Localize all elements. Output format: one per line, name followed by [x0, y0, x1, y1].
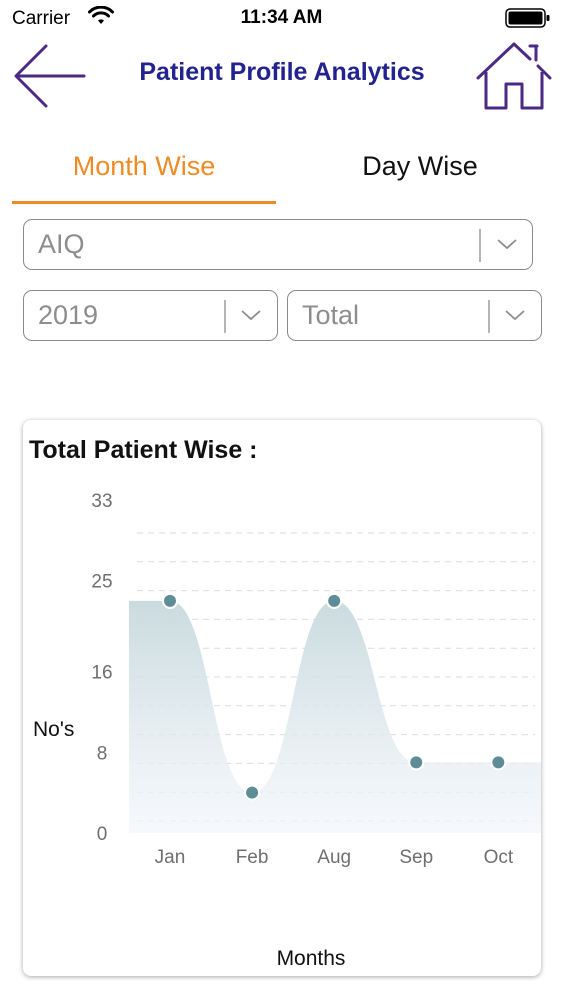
y-tick-label: 25	[91, 572, 112, 593]
select-divider	[488, 300, 490, 333]
x-tick-label: Oct	[484, 847, 514, 868]
metric-select[interactable]: AIQ	[23, 219, 533, 270]
data-point[interactable]	[408, 754, 425, 771]
type-select[interactable]: Total	[287, 290, 542, 341]
data-point[interactable]	[326, 592, 343, 609]
home-icon	[476, 42, 552, 110]
chevron-down-icon	[241, 310, 261, 321]
back-button[interactable]	[10, 40, 88, 112]
y-tick-label: 8	[97, 743, 108, 764]
arrow-left-icon	[14, 44, 86, 108]
chevron-down-icon	[497, 239, 517, 250]
chart-card: Total Patient Wise : 0 8 16 25 33 Jan Feb Aug S…	[23, 420, 541, 976]
x-tick-label: Feb	[236, 847, 269, 868]
data-point[interactable]	[490, 754, 507, 771]
x-tick-label: Aug	[317, 847, 351, 868]
x-tick-label: Sep	[399, 847, 433, 868]
x-axis-ticks: Jan Feb Aug Sep Oct	[155, 847, 514, 868]
page-title: Patient Profile Analytics	[139, 58, 425, 86]
select-divider	[479, 229, 481, 262]
tab-month-wise[interactable]: Month Wise	[72, 151, 216, 181]
tab-bar: Month Wise Day Wise	[0, 140, 563, 206]
year-select[interactable]: 2019	[23, 290, 278, 341]
y-tick-label: 0	[97, 824, 108, 845]
select-divider	[224, 300, 226, 333]
metric-select-value: AIQ	[38, 229, 85, 259]
data-point[interactable]	[244, 784, 261, 801]
y-axis-label: No's	[33, 718, 74, 741]
data-point[interactable]	[162, 592, 178, 609]
data-points	[162, 592, 507, 801]
tab-day-wise[interactable]: Day Wise	[362, 151, 478, 181]
chart-title: Total Patient Wise :	[29, 436, 258, 464]
y-tick-label: 33	[91, 491, 112, 512]
app-header: Patient Profile Analytics	[0, 36, 563, 116]
home-button[interactable]	[474, 38, 552, 112]
x-tick-label: Jan	[155, 847, 186, 868]
wifi-icon	[88, 6, 114, 24]
chevron-down-icon	[505, 310, 525, 321]
active-tab-indicator	[12, 201, 276, 204]
data-area	[129, 600, 541, 833]
type-select-value: Total	[302, 300, 360, 330]
year-select-value: 2019	[38, 300, 99, 330]
y-tick-label: 16	[91, 663, 112, 684]
status-time: 11:34 AM	[240, 7, 323, 28]
status-bar: Carrier 11:34 AM	[0, 0, 563, 36]
battery-icon	[505, 8, 550, 28]
area-chart: 0 8 16 25 33 Jan Feb Aug Sep Oct No's Months	[33, 491, 541, 970]
x-axis-label: Months	[277, 947, 346, 970]
carrier-label: Carrier	[12, 8, 71, 29]
y-axis-ticks: 0 8 16 25 33	[91, 491, 112, 845]
